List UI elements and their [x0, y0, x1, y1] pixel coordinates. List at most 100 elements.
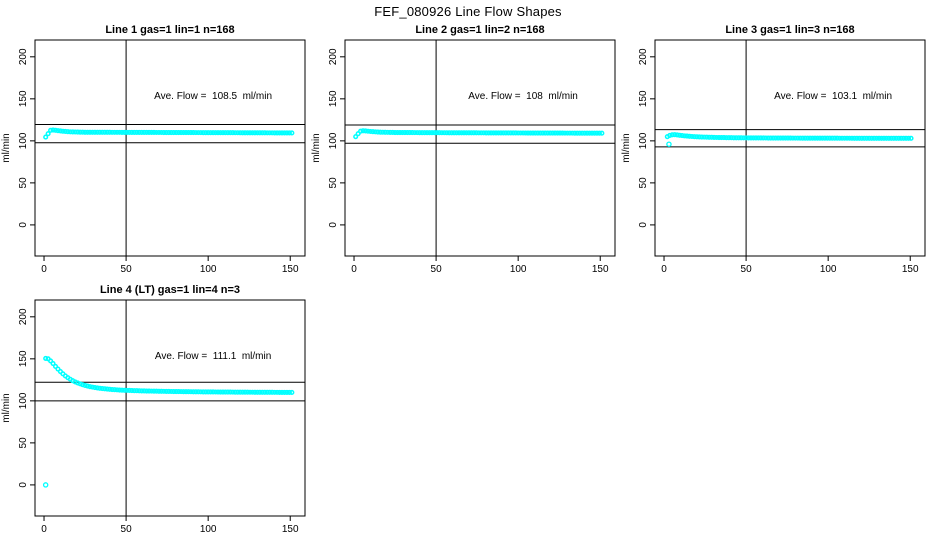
data-point — [733, 135, 739, 141]
data-point — [505, 130, 511, 136]
data-point — [146, 129, 152, 136]
data-point — [741, 135, 747, 141]
data-point — [760, 135, 766, 141]
subplot-line-2: 0 50 100 150 0 50 100 150 200 ml/min Line 2 gas=1 … — [311, 24, 616, 275]
y-tick-label: 150 — [18, 90, 29, 107]
data-point — [522, 130, 529, 136]
data-point — [153, 388, 160, 394]
data-point — [52, 363, 59, 369]
data-point — [48, 127, 54, 133]
data-point — [525, 130, 531, 136]
data-point — [185, 389, 192, 395]
data-point — [582, 130, 588, 136]
data-point — [208, 389, 214, 395]
data-point — [188, 130, 194, 136]
data-point — [262, 389, 268, 395]
data-point — [92, 385, 98, 391]
data-point — [50, 127, 56, 133]
data-point — [121, 129, 128, 135]
data-point — [686, 133, 693, 139]
data-point — [424, 130, 430, 136]
data-point — [896, 135, 902, 141]
data-point — [493, 130, 499, 136]
data-point — [205, 130, 211, 136]
data-point — [43, 355, 49, 361]
data-point — [121, 387, 128, 393]
data-point — [161, 129, 167, 136]
data-point — [827, 135, 833, 141]
x-tick-label: 50 — [431, 264, 443, 275]
y-tick-label: 200 — [18, 48, 29, 65]
y-tick-label: 150 — [328, 90, 339, 107]
ave-flow-annotation: Ave. Flow = 108.5 ml/min — [154, 91, 272, 102]
data-point — [542, 130, 548, 136]
data-point — [200, 389, 206, 395]
x-tick-label: 150 — [592, 264, 609, 275]
data-point — [89, 129, 95, 135]
data-point — [284, 130, 290, 136]
data-point — [60, 128, 66, 134]
data-point — [104, 129, 110, 135]
y-axis-label: ml/min — [311, 133, 322, 162]
data-point — [82, 382, 88, 389]
data-point — [849, 135, 855, 141]
data-point — [461, 130, 467, 136]
data-point — [240, 130, 246, 136]
data-point — [436, 130, 442, 136]
data-point — [168, 129, 174, 136]
data-point — [824, 135, 830, 141]
y-tick-label: 150 — [18, 350, 29, 367]
data-point — [768, 135, 774, 141]
data-point — [267, 389, 273, 395]
data-point — [158, 388, 164, 394]
data-point — [249, 130, 256, 136]
data-point — [230, 130, 236, 136]
data-point — [557, 130, 563, 136]
data-point — [874, 135, 880, 141]
data-point — [151, 388, 157, 394]
data-point — [807, 135, 813, 141]
data-point — [704, 134, 710, 140]
outlier-point — [666, 141, 672, 147]
data-point — [579, 130, 585, 136]
data-point — [173, 389, 179, 395]
data-point — [217, 130, 224, 136]
data-point — [856, 135, 862, 141]
data-point — [262, 130, 268, 136]
data-point — [193, 130, 199, 136]
data-point — [277, 130, 283, 136]
data-point — [131, 129, 137, 135]
data-point — [888, 135, 894, 141]
data-point — [750, 135, 757, 141]
data-point — [510, 130, 516, 136]
data-point — [264, 130, 270, 136]
data-point — [861, 135, 867, 141]
data-point — [242, 389, 248, 395]
data-point — [257, 130, 263, 136]
data-point — [390, 129, 396, 136]
data-point — [419, 130, 425, 136]
y-tick-label: 50 — [638, 177, 649, 189]
data-point — [355, 131, 361, 137]
data-point — [163, 388, 169, 394]
data-point — [790, 135, 796, 141]
data-point — [716, 134, 722, 141]
data-point — [141, 129, 147, 136]
data-point — [699, 134, 705, 140]
data-point — [136, 388, 142, 394]
data-point — [382, 129, 388, 135]
x-tick-label: 150 — [282, 264, 299, 275]
data-point — [220, 389, 226, 395]
data-point — [126, 129, 132, 135]
data-point — [139, 129, 145, 135]
data-point — [80, 382, 86, 388]
data-point — [212, 130, 219, 136]
data-point — [148, 129, 155, 136]
data-point — [235, 130, 241, 136]
data-point — [392, 129, 398, 136]
data-point — [109, 386, 115, 393]
subplot-title: Line 4 (LT) gas=1 lin=4 n=3 — [100, 284, 240, 296]
data-point — [358, 128, 364, 134]
data-point — [753, 135, 759, 141]
data-point — [269, 389, 275, 395]
